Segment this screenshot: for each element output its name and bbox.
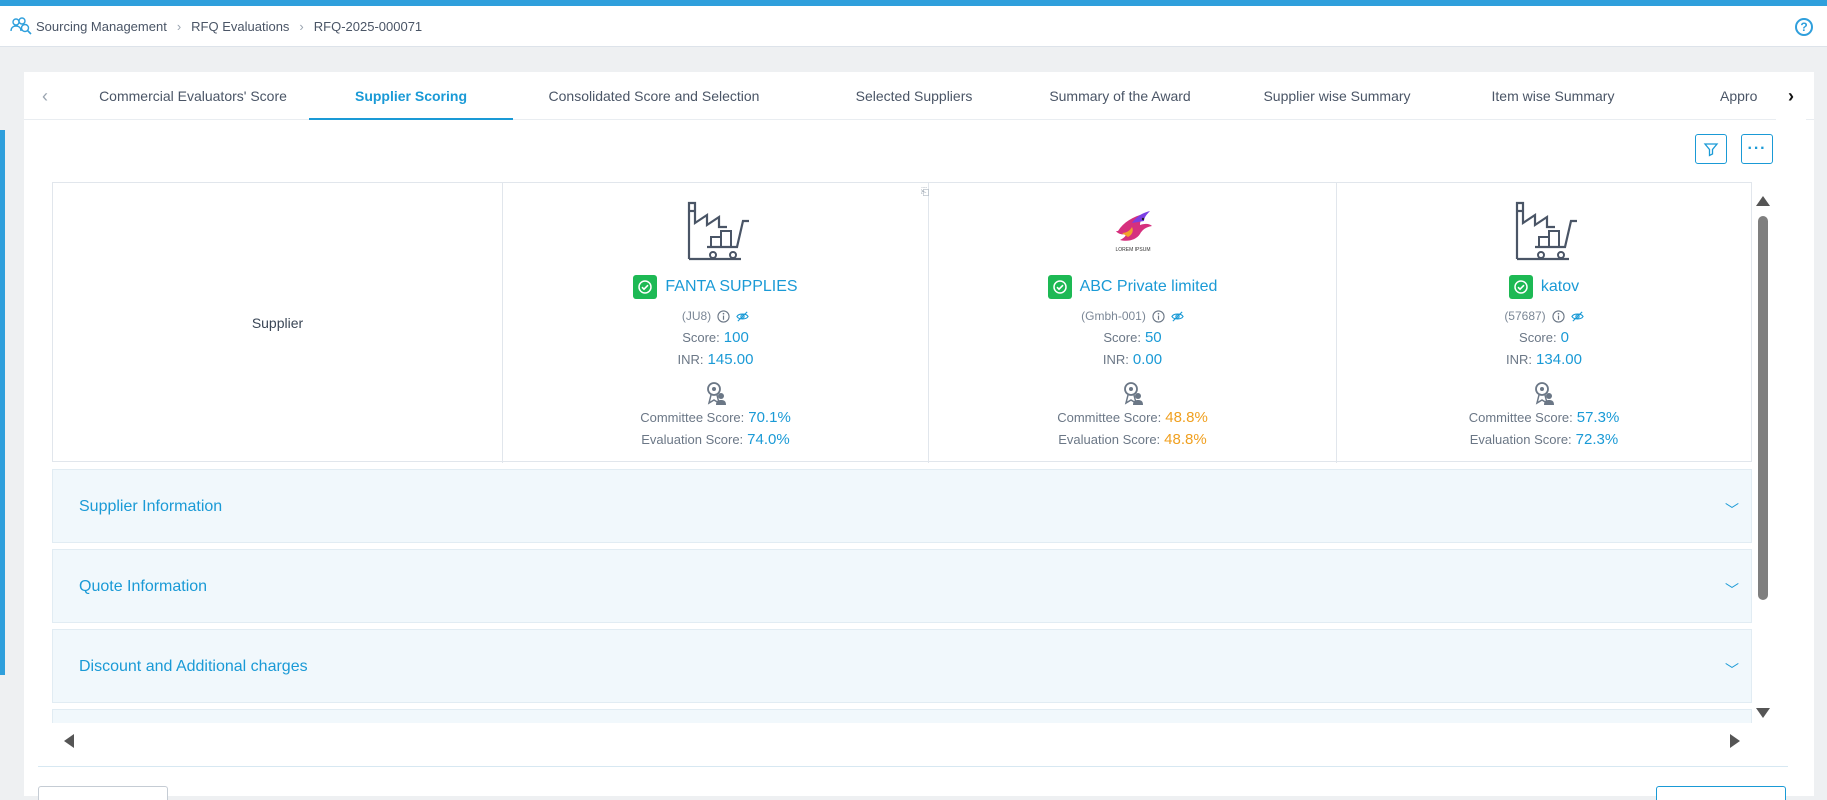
supplier-card: ⎗ LOREM IPSUM ABC Private limited (Gmbh-… bbox=[921, 183, 1337, 463]
chevron-double-down-icon: ﹀ bbox=[1725, 662, 1739, 678]
page-header: Sourcing Management › RFQ Evaluations › … bbox=[0, 6, 1827, 47]
scroll-right-icon[interactable] bbox=[1730, 734, 1740, 748]
score-label: Score: bbox=[682, 330, 720, 345]
evaluation-score-value: 72.3% bbox=[1575, 431, 1619, 448]
scroll-down-icon[interactable] bbox=[1756, 708, 1770, 718]
tab-scroll-right-icon[interactable]: › bbox=[1776, 72, 1806, 120]
committee-score-value: 48.8% bbox=[1165, 409, 1208, 426]
column-resize-handle[interactable]: ⎗ bbox=[921, 187, 929, 198]
footer-button-right[interactable] bbox=[1656, 786, 1786, 800]
tab-scroll-left-icon[interactable]: ‹ bbox=[42, 86, 48, 106]
chevron-double-down-icon: ﹀ bbox=[1725, 502, 1739, 518]
more-options-button[interactable]: ··· bbox=[1741, 134, 1773, 164]
breadcrumb: Sourcing Management › RFQ Evaluations › … bbox=[10, 16, 422, 36]
amount-value: 0.00 bbox=[1132, 351, 1163, 368]
amount-value: 134.00 bbox=[1536, 351, 1582, 368]
tab-item-wise-summary[interactable]: Item wise Summary bbox=[1491, 88, 1615, 104]
committee-score-value: 70.1% bbox=[748, 409, 791, 426]
filter-icon bbox=[1703, 143, 1719, 157]
tab-bar: ‹ Commercial Evaluators' Score Supplier … bbox=[24, 72, 1814, 120]
help-icon[interactable]: ? bbox=[1795, 18, 1813, 36]
committee-score-label: Committee Score: bbox=[1468, 410, 1573, 425]
committee-score-label: Committee Score: bbox=[1057, 410, 1162, 425]
filter-button[interactable] bbox=[1695, 134, 1727, 164]
supplier-name[interactable]: FANTA SUPPLIES bbox=[665, 278, 798, 295]
section-quote-information[interactable]: Quote Information ﹀ bbox=[52, 549, 1752, 623]
currency-label: INR: bbox=[1102, 352, 1129, 367]
top-accent-bar bbox=[0, 0, 1827, 6]
tab-supplier-scoring[interactable]: Supplier Scoring bbox=[309, 72, 513, 120]
sourcing-icon bbox=[10, 16, 32, 36]
evaluation-score-value: 74.0% bbox=[747, 431, 790, 448]
award-user-icon[interactable] bbox=[1533, 381, 1555, 405]
breadcrumb-item-rfq-evaluations[interactable]: RFQ Evaluations bbox=[191, 18, 290, 34]
award-user-icon[interactable] bbox=[705, 381, 727, 405]
section-title: Discount and Additional charges bbox=[79, 658, 308, 675]
supplier-code: (JU8) bbox=[681, 309, 712, 323]
info-icon[interactable] bbox=[1552, 309, 1565, 323]
supplier-card: FANTA SUPPLIES (JU8) Score: 100 INR: 145.0… bbox=[503, 183, 929, 463]
breadcrumb-item-rfq-id: RFQ-2025-000071 bbox=[313, 18, 423, 34]
award-user-icon[interactable] bbox=[1122, 381, 1144, 405]
left-accent-strip bbox=[0, 130, 5, 675]
evaluation-score-label: Evaluation Score: bbox=[1469, 432, 1572, 447]
bird-logo: LOREM IPSUM bbox=[1099, 195, 1166, 261]
info-icon[interactable] bbox=[717, 309, 730, 323]
committee-score-value: 57.3% bbox=[1576, 409, 1620, 426]
evaluation-score-label: Evaluation Score: bbox=[1058, 432, 1161, 447]
supplier-score-grid: Supplier FANTA SUPPLIES (JU8) Score: 100 … bbox=[52, 182, 1752, 463]
section-partial bbox=[52, 709, 1752, 723]
footer-button-left[interactable] bbox=[38, 786, 168, 800]
evaluation-score-value: 48.8% bbox=[1164, 431, 1207, 448]
score-value: 50 bbox=[1144, 329, 1162, 346]
tab-approval[interactable]: Appro bbox=[1720, 88, 1758, 104]
supplier-code: (57687) bbox=[1504, 309, 1546, 323]
svg-text:LOREM IPSUM: LOREM IPSUM bbox=[1115, 247, 1150, 253]
scrollbar-thumb[interactable] bbox=[1758, 216, 1768, 600]
supplier-code: (Gmbh-001) bbox=[1081, 309, 1146, 323]
scroll-up-icon[interactable] bbox=[1756, 196, 1770, 206]
currency-label: INR: bbox=[1506, 352, 1533, 367]
supplier-card: katov (57687) Score: 0 INR: 134.00 Committ… bbox=[1337, 183, 1751, 463]
section-discount-charges[interactable]: Discount and Additional charges ﹀ bbox=[52, 629, 1752, 703]
evaluation-score-label: Evaluation Score: bbox=[641, 432, 744, 447]
section-title: Quote Information bbox=[79, 578, 208, 595]
divider bbox=[38, 766, 1788, 767]
committee-score-label: Committee Score: bbox=[640, 410, 745, 425]
tab-summary-of-award[interactable]: Summary of the Award bbox=[1049, 88, 1191, 104]
scroll-left-icon[interactable] bbox=[64, 734, 74, 748]
tab-supplier-wise-summary[interactable]: Supplier wise Summary bbox=[1263, 88, 1411, 104]
section-title: Supplier Information bbox=[79, 498, 223, 515]
chevron-right-icon: › bbox=[176, 18, 182, 34]
verified-check-icon bbox=[1047, 275, 1072, 299]
score-label: Score: bbox=[1103, 330, 1141, 345]
supplier-row-label: Supplier bbox=[53, 183, 503, 463]
factory-icon bbox=[687, 201, 749, 261]
score-label: Score: bbox=[1519, 330, 1557, 345]
tab-commercial-evaluators-score[interactable]: Commercial Evaluators' Score bbox=[99, 88, 287, 104]
verified-check-icon bbox=[1508, 275, 1533, 299]
breadcrumb-item-sourcing[interactable]: Sourcing Management bbox=[36, 18, 167, 34]
currency-label: INR: bbox=[677, 352, 704, 367]
eye-off-icon[interactable] bbox=[1171, 310, 1184, 323]
info-icon[interactable] bbox=[1152, 309, 1165, 323]
supplier-name[interactable]: ABC Private limited bbox=[1079, 278, 1218, 295]
amount-value: 145.00 bbox=[707, 351, 754, 368]
eye-off-icon[interactable] bbox=[1570, 310, 1584, 323]
supplier-name[interactable]: katov bbox=[1540, 278, 1580, 295]
chevron-right-icon: › bbox=[299, 18, 304, 34]
factory-icon bbox=[1515, 201, 1577, 261]
verified-check-icon bbox=[633, 275, 658, 299]
tab-consolidated-score[interactable]: Consolidated Score and Selection bbox=[548, 88, 760, 104]
section-supplier-information[interactable]: Supplier Information ﹀ bbox=[52, 469, 1752, 543]
score-value: 100 bbox=[723, 329, 749, 346]
eye-off-icon[interactable] bbox=[736, 310, 749, 323]
tab-selected-suppliers[interactable]: Selected Suppliers bbox=[855, 88, 973, 104]
score-value: 0 bbox=[1560, 329, 1569, 346]
ellipsis-icon: ··· bbox=[1747, 140, 1767, 157]
chevron-double-down-icon: ﹀ bbox=[1725, 582, 1739, 598]
main-panel: ‹ Commercial Evaluators' Score Supplier … bbox=[24, 72, 1814, 800]
